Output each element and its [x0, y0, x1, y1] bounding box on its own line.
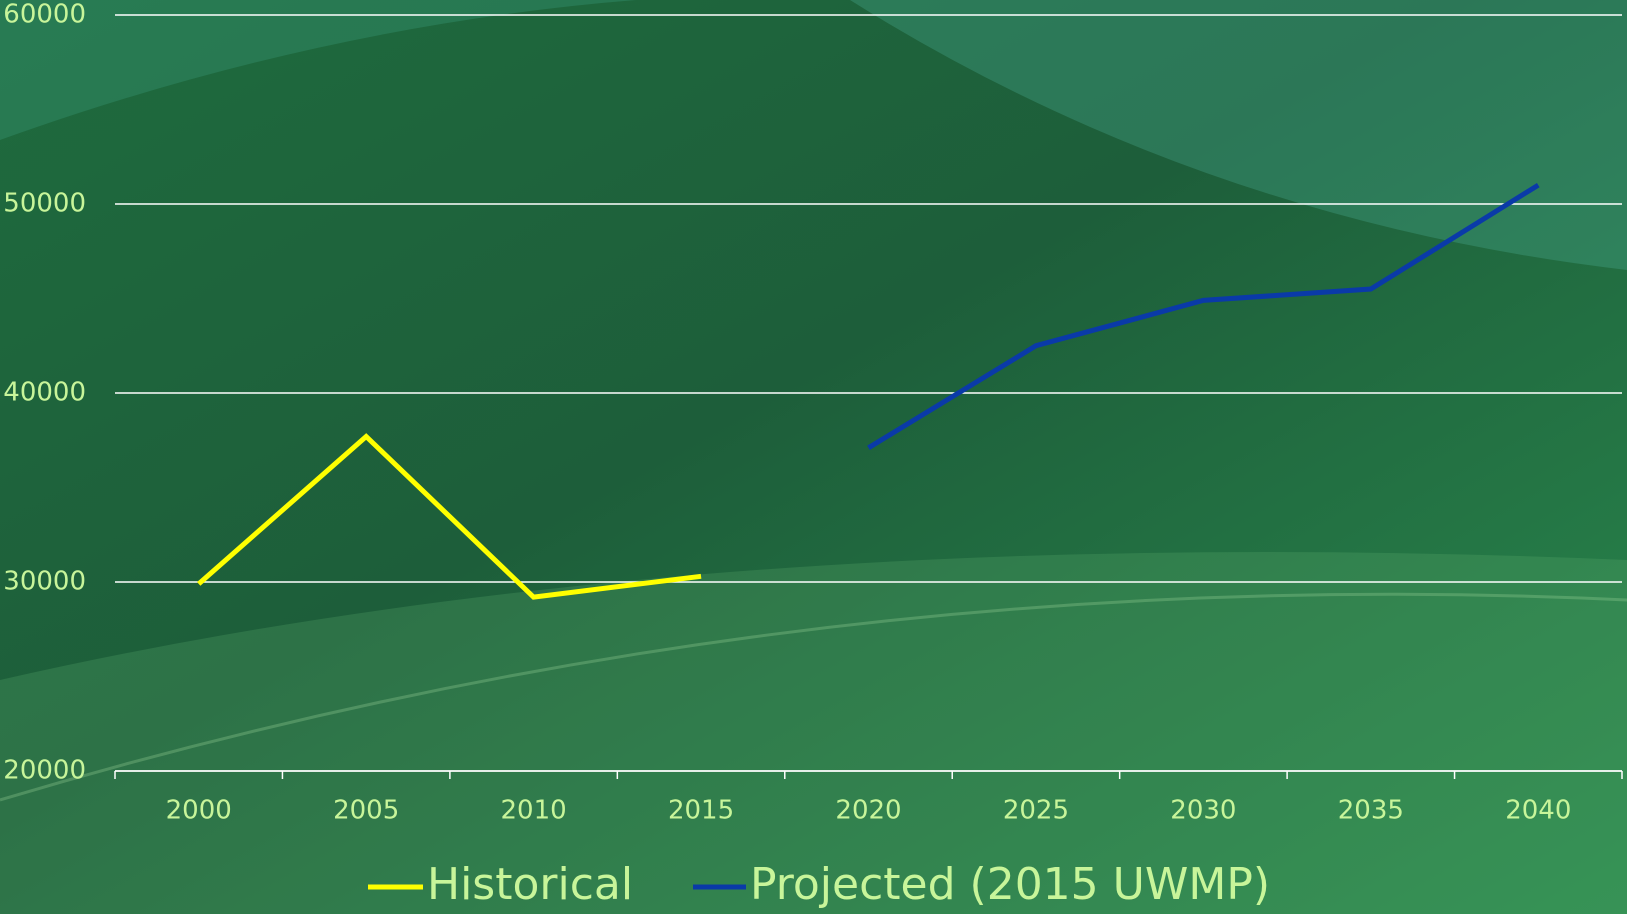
y-tick-label: 40000 [3, 378, 86, 408]
x-tick-label: 2025 [1003, 796, 1069, 826]
x-tick-label: 2035 [1338, 796, 1404, 826]
y-tick-label: 60000 [3, 0, 86, 30]
y-tick-label: 50000 [3, 189, 86, 219]
x-tick-label: 2040 [1505, 796, 1571, 826]
y-tick-label: 30000 [3, 567, 86, 597]
legend-label: Historical [427, 859, 633, 910]
x-tick-label: 2010 [501, 796, 567, 826]
x-tick-label: 2020 [835, 796, 901, 826]
x-tick-label: 2015 [668, 796, 734, 826]
x-tick-label: 2005 [333, 796, 399, 826]
x-tick-label: 2000 [166, 796, 232, 826]
chart: 20000 30000 40000 50000 60000 2000 2005 2010 201… [0, 0, 1627, 914]
x-tick-label: 2030 [1170, 796, 1236, 826]
legend-label: Projected (2015 UWMP) [750, 859, 1270, 910]
y-tick-label: 20000 [3, 756, 86, 786]
